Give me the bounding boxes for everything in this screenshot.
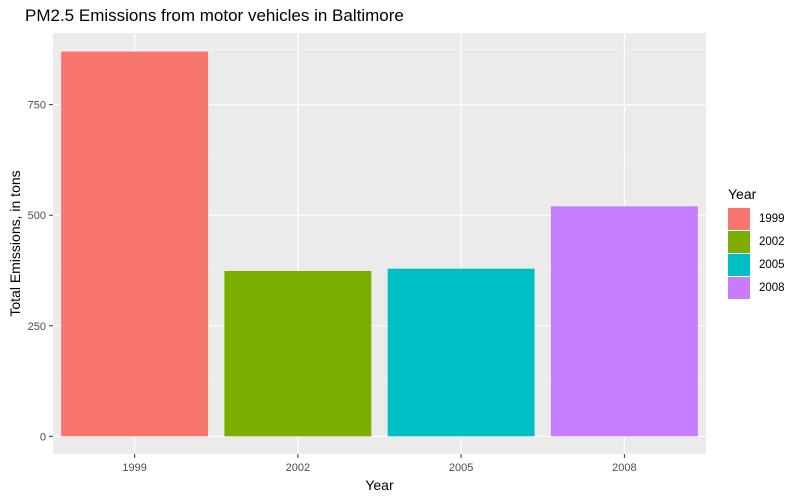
y-tick-label: 250 bbox=[28, 321, 46, 333]
legend-key-swatch bbox=[728, 207, 750, 230]
bar-1999 bbox=[61, 51, 209, 437]
bar-2005 bbox=[387, 268, 535, 437]
x-axis-label: Year bbox=[365, 477, 394, 493]
legend-title: Year bbox=[728, 186, 757, 202]
legend-item-1999: 1999 bbox=[728, 207, 785, 230]
legend-item-2002: 2002 bbox=[728, 230, 785, 253]
bars bbox=[61, 51, 698, 437]
legend-item-2008: 2008 bbox=[728, 276, 785, 299]
legend-label: 2005 bbox=[759, 258, 785, 271]
bar-2002 bbox=[224, 270, 372, 437]
legend-key-swatch bbox=[728, 276, 750, 299]
y-tick-label: 0 bbox=[40, 431, 46, 443]
y-axis-label: Total Emissions, in tons bbox=[7, 170, 23, 316]
legend-label: 2008 bbox=[759, 281, 785, 294]
x-tick-label: 2002 bbox=[286, 462, 310, 474]
legend-label: 1999 bbox=[759, 212, 785, 225]
legend-key-swatch bbox=[728, 253, 750, 276]
legend-items: 1999 2002 2005 2008 bbox=[728, 207, 785, 299]
legend-label: 2002 bbox=[759, 235, 785, 248]
legend-item-2005: 2005 bbox=[728, 253, 785, 276]
x-tick-label: 2008 bbox=[612, 462, 636, 474]
x-tick-label: 2005 bbox=[449, 462, 473, 474]
y-tick-label: 500 bbox=[28, 210, 46, 222]
chart-title: PM2.5 Emissions from motor vehicles in B… bbox=[25, 6, 404, 25]
x-axis-ticks: 1999 2002 2005 2008 bbox=[122, 454, 637, 474]
bar-2008 bbox=[550, 206, 698, 437]
legend: Year 1999 2002 2005 2008 bbox=[728, 186, 785, 299]
x-tick-label: 1999 bbox=[122, 462, 146, 474]
legend-key-swatch bbox=[728, 230, 750, 253]
y-axis-ticks: 0 250 500 750 bbox=[28, 100, 53, 443]
y-tick-label: 750 bbox=[28, 100, 46, 112]
